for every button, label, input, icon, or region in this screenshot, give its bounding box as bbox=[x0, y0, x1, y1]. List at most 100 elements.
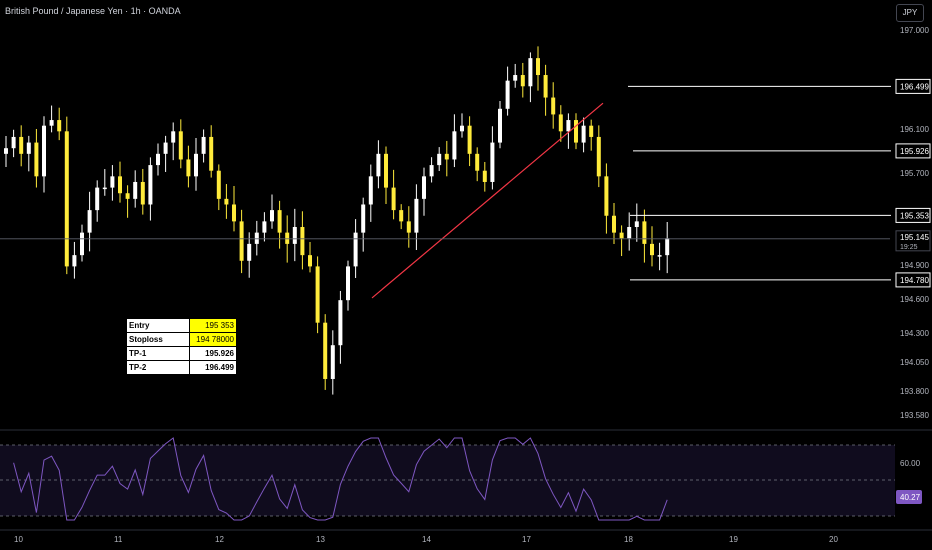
time-label: 14 bbox=[422, 535, 431, 544]
candle-body bbox=[490, 142, 495, 182]
rsi-value-label: 40.27 bbox=[900, 493, 921, 502]
candle bbox=[209, 125, 214, 178]
tp-1-price-label: 195.926 bbox=[900, 147, 929, 156]
candle bbox=[338, 290, 343, 364]
candle bbox=[361, 197, 366, 252]
candle bbox=[634, 203, 639, 242]
tp1-label: TP-1 bbox=[126, 346, 190, 361]
candle-body bbox=[513, 75, 518, 81]
time-label: 13 bbox=[316, 535, 325, 544]
rsi-pane[interactable]: 60.00 40.27 bbox=[0, 429, 932, 521]
candle bbox=[239, 209, 244, 274]
candle-body bbox=[650, 243, 654, 256]
time-axis[interactable]: 10 11 12 13 14 17 18 19 20 bbox=[0, 529, 932, 544]
candle bbox=[399, 204, 404, 230]
candle bbox=[300, 211, 305, 270]
candle bbox=[498, 100, 502, 149]
candle bbox=[72, 241, 77, 279]
rsi-level-label: 60.00 bbox=[900, 459, 921, 468]
candle-body bbox=[429, 165, 434, 177]
candle bbox=[612, 202, 616, 244]
candle bbox=[414, 184, 419, 251]
candle-body bbox=[498, 108, 502, 143]
candle bbox=[57, 107, 62, 141]
candle-body bbox=[232, 204, 236, 222]
candle bbox=[482, 161, 487, 192]
candle-body bbox=[384, 153, 388, 188]
price-tick-label: 193.580 bbox=[900, 411, 929, 420]
candle bbox=[292, 208, 297, 262]
stoploss-label: Stoploss bbox=[126, 332, 190, 347]
candle bbox=[194, 137, 198, 191]
entry-value: 195 353 bbox=[189, 318, 237, 333]
candle-body bbox=[422, 176, 426, 199]
candle-body bbox=[520, 75, 525, 87]
candle-body bbox=[391, 187, 396, 211]
candle bbox=[384, 146, 388, 204]
tp-2-price-label: 196.499 bbox=[900, 82, 929, 91]
price-tick-label: 194.050 bbox=[900, 358, 929, 367]
candle-body bbox=[133, 181, 138, 199]
candle bbox=[308, 242, 312, 273]
candle-body bbox=[64, 131, 69, 267]
candle bbox=[186, 145, 191, 188]
price-tick-label: 195.700 bbox=[900, 169, 929, 178]
candle-body bbox=[414, 198, 419, 233]
candle-body bbox=[376, 153, 381, 177]
candle bbox=[422, 167, 426, 216]
candle bbox=[11, 129, 16, 158]
symbol-title[interactable]: British Pound / Japanese Yen · 1h · OAND… bbox=[5, 6, 181, 16]
candle-body bbox=[437, 153, 442, 166]
time-label: 12 bbox=[215, 535, 224, 544]
candle bbox=[64, 116, 69, 275]
candle bbox=[543, 64, 548, 116]
candle bbox=[49, 105, 54, 133]
candles bbox=[4, 46, 670, 395]
candle-body bbox=[604, 176, 609, 216]
candle bbox=[619, 225, 624, 257]
candle-body bbox=[566, 120, 571, 132]
candle bbox=[247, 232, 252, 278]
candle bbox=[262, 212, 267, 242]
candle bbox=[505, 66, 510, 116]
candle bbox=[368, 164, 373, 222]
current-price-badge bbox=[895, 230, 931, 252]
table-row: TP-2 196.499 bbox=[126, 360, 237, 375]
candle bbox=[224, 184, 229, 219]
candle bbox=[148, 157, 153, 221]
candle-body bbox=[148, 165, 153, 205]
candle-body bbox=[346, 266, 350, 301]
candle bbox=[391, 169, 396, 220]
candle-body bbox=[95, 187, 100, 211]
candle bbox=[133, 170, 138, 208]
candle bbox=[642, 209, 647, 263]
candle-body bbox=[589, 125, 594, 137]
candle-body bbox=[178, 131, 183, 160]
candle-body bbox=[444, 153, 449, 160]
candle-body bbox=[201, 136, 206, 154]
candle-body bbox=[657, 255, 662, 257]
candle-body bbox=[209, 136, 214, 171]
trendline[interactable] bbox=[371, 102, 604, 299]
candle-body bbox=[277, 210, 282, 233]
price-axis[interactable]: 197.000 196.100 195.700 194.900 194.600 194.3… bbox=[895, 26, 931, 420]
price-tick-label: 194.300 bbox=[900, 329, 929, 338]
price-tick-label: 197.000 bbox=[900, 26, 929, 35]
time-label: 11 bbox=[114, 535, 123, 544]
candle bbox=[201, 129, 206, 163]
candle-body bbox=[619, 232, 624, 239]
candle-body bbox=[186, 159, 191, 177]
rsi-band bbox=[0, 445, 895, 516]
candle-body bbox=[528, 58, 533, 87]
currency-button[interactable]: JPY bbox=[896, 4, 924, 22]
candle-body bbox=[34, 142, 39, 177]
candle-body bbox=[140, 181, 145, 205]
time-label: 17 bbox=[522, 535, 531, 544]
candle-body bbox=[361, 204, 366, 233]
candle-body bbox=[665, 238, 670, 256]
candle-body bbox=[505, 80, 510, 109]
candle bbox=[551, 82, 556, 129]
candle-body bbox=[254, 232, 259, 244]
candle bbox=[566, 113, 571, 149]
